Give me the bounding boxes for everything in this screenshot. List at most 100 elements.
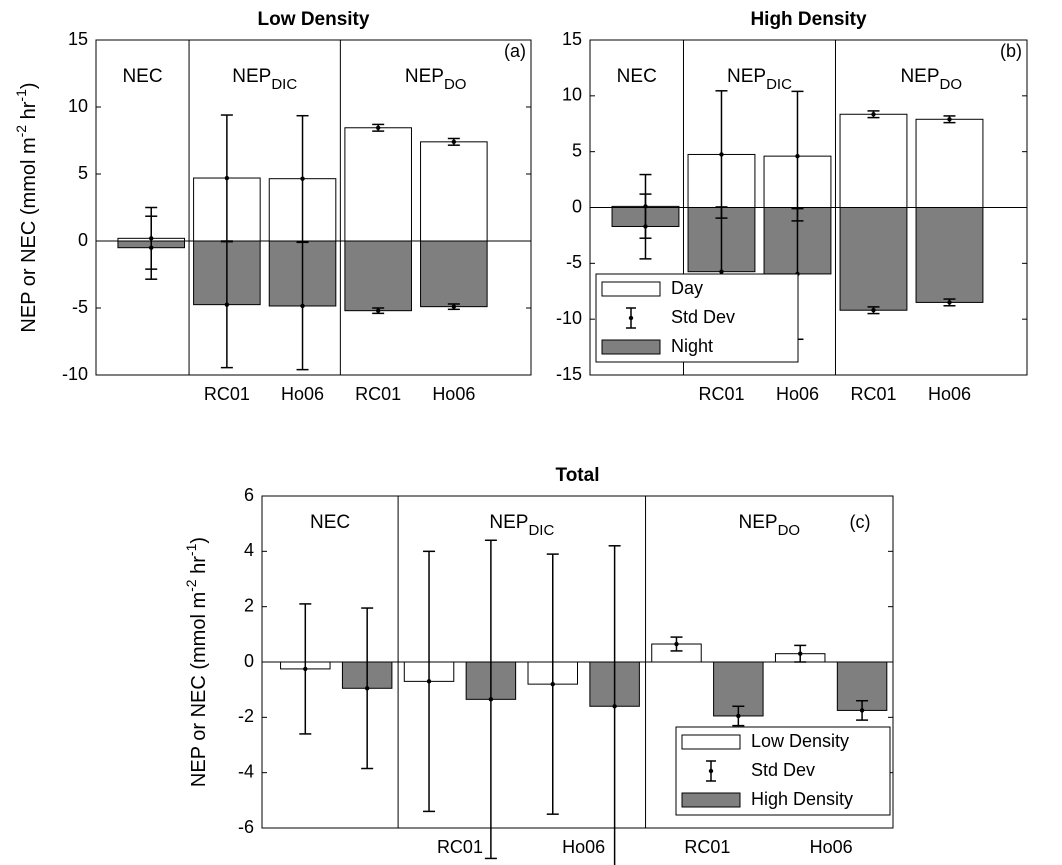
x-tick-label: Ho06 [432,384,475,404]
y-tick-label: 15 [68,29,88,49]
section-label-sub: DO [940,76,963,93]
x-tick-label: Ho06 [928,384,971,404]
legend-label: Night [671,336,713,356]
error-bar-point [871,112,876,117]
error-bar-point [300,176,305,181]
y-tick-label: 2 [244,595,254,615]
bar [915,118,984,208]
error-bar [361,607,374,770]
x-tick-label: Ho06 [776,384,819,404]
y-axis-label-part: hr [188,556,210,580]
y-tick-label: 4 [244,540,254,560]
error-bar [423,550,436,813]
y-tick-label: 10 [68,96,88,116]
y-axis-label-part: ) [18,82,40,89]
section-label-sub: DIC [271,76,297,93]
error-bar [794,644,807,663]
error-bar [867,306,880,315]
section-label-main: NEP [900,66,939,87]
section-label-main: NEP [405,66,444,87]
y-tick-label: 0 [244,651,254,671]
error-bar [299,603,312,735]
error-bar-point [364,686,370,691]
error-bar [447,303,460,311]
section-label-main: NEP [232,66,271,87]
y-axis-label-part: hr [18,101,40,125]
error-bar-point [303,666,308,672]
y-tick-label: -10 [556,308,582,328]
y-axis-label-part: NEP or NEC (mmol m [188,592,210,787]
plot-frame [261,495,894,829]
error-bar [670,636,683,652]
section-label: NEPDO [405,66,467,93]
y-tick-label: -5 [72,297,88,317]
error-bar-point [795,153,800,159]
section-label-main: NEC [310,512,350,533]
section-label-main: NEP [738,512,777,533]
section-label-main: NEC [617,66,657,87]
x-tick-label: RC01 [684,837,730,857]
error-bar-point [612,704,617,709]
panel-label: (b) [1000,41,1022,61]
y-axis-label-part: ) [188,537,210,544]
chart-title: Low Density [258,9,370,30]
section-label: NEPDIC [232,66,297,93]
error-bar [220,240,233,369]
error-bar [608,545,621,865]
section-label: NEC [310,512,350,533]
error-bar [447,137,460,146]
x-tick-label: Ho06 [562,837,605,857]
error-bar [856,699,869,721]
y-axis-label: NEP or NEC (mmol m-2 hr-1) [183,537,211,787]
legend-swatch [681,734,741,750]
legend-label: Std Dev [751,760,815,780]
error-bar-point [643,224,648,229]
section-label-sub: DO [444,76,467,93]
error-bar [732,705,745,727]
section-label: NEC [122,66,162,87]
legend-swatch [681,792,741,808]
error-bar-point [375,308,381,313]
legend-swatch [708,768,714,774]
section-label: NEPDIC [727,66,792,93]
error-bar-point [736,713,741,719]
y-axis-label-part: -2 [183,579,199,592]
section-label-sub: DIC [528,522,554,539]
error-bar-point [375,125,381,130]
y-tick-label: -5 [566,252,582,272]
y-tick-label: -4 [238,761,254,781]
legend-label: High Density [751,789,853,809]
y-tick-label: -6 [238,817,254,837]
y-axis-label-part: -2 [13,125,29,138]
error-bar [484,539,497,860]
x-tick-label: Ho06 [810,837,853,857]
section-label: NEPDIC [489,512,554,539]
legend-swatch [601,339,661,355]
legend-label: Day [671,278,703,298]
error-bar-point [224,302,230,307]
section-label: NEPDO [738,512,800,539]
error-bar [546,553,559,815]
error-bar [372,307,385,315]
y-tick-label: 6 [244,485,254,505]
y-tick-label: -2 [238,706,254,726]
x-tick-label: RC01 [355,384,401,404]
section-label-main: NEP [489,512,528,533]
legend: Day Std Dev Night [595,273,799,363]
x-tick-label: RC01 [437,837,483,857]
bar [839,207,908,311]
legend-swatch [628,315,634,321]
error-bar-point [719,152,724,157]
y-tick-label: 15 [562,29,582,49]
y-axis-label: NEP or NEC (mmol m-2 hr-1) [13,82,41,332]
error-bar-point [224,175,230,181]
chart-title: Total [556,465,600,486]
x-tick-label: RC01 [698,384,744,404]
y-tick-label: 5 [78,163,88,183]
bar [420,141,488,242]
legend: Low Density Std Dev High Density [675,726,891,816]
error-bar [296,241,309,371]
error-bar [639,193,652,260]
error-bar-point [798,651,803,656]
